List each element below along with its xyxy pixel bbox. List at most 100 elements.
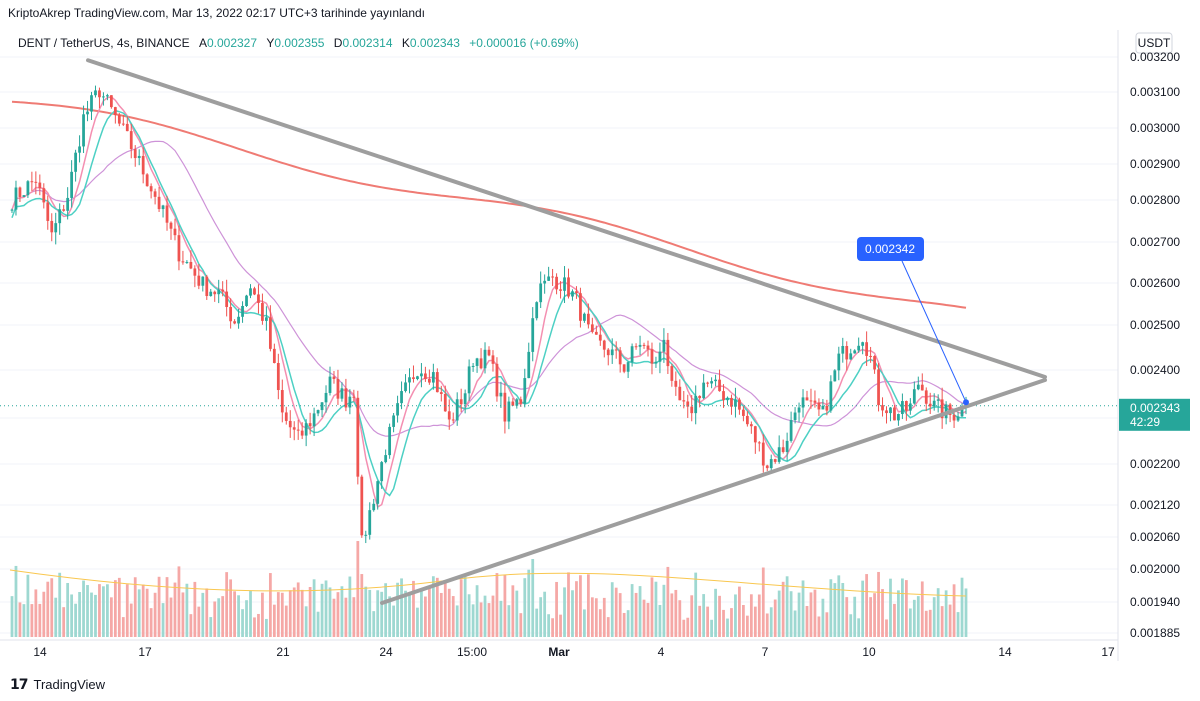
volume-bar — [106, 584, 109, 637]
annotation-pointer — [901, 260, 967, 403]
volume-bar — [594, 598, 598, 637]
volume-bar — [165, 577, 169, 637]
candle-body — [916, 384, 920, 390]
annotation-anchor — [963, 399, 969, 406]
volume-bar — [873, 593, 876, 637]
volume-bar — [324, 580, 328, 637]
symbol-name[interactable]: DENT / TetherUS, 4s, BINANCE — [18, 36, 190, 50]
candle-body — [825, 405, 829, 411]
volume-bar — [392, 605, 395, 637]
change-value: +0.000016 (+0.69%) — [469, 36, 579, 50]
time-tick-label: 10 — [862, 645, 876, 659]
volume-bar — [479, 602, 483, 637]
candle-body — [785, 440, 789, 452]
volume-bar — [308, 587, 312, 637]
publisher-header: KriptoAkrep TradingView.com, Mar 13, 202… — [8, 6, 426, 20]
candle-body — [781, 447, 785, 452]
candle-body — [173, 228, 177, 236]
volume-bar — [881, 589, 884, 637]
currency-badge[interactable] — [1135, 32, 1173, 54]
candle-body — [904, 401, 908, 411]
volume-moving-average — [9, 569, 967, 597]
candle-body — [193, 268, 197, 276]
volume-bar — [626, 610, 630, 637]
candle-body — [583, 313, 586, 321]
volume-bar — [690, 595, 694, 637]
volume-bar — [897, 590, 900, 637]
volume-bar — [288, 590, 292, 637]
candle-body — [201, 276, 205, 286]
volume-bar — [427, 586, 431, 637]
candle-body — [928, 403, 932, 407]
price-tick-label: 0.002000 — [1130, 562, 1180, 576]
volume-bar — [769, 607, 773, 637]
volume-bar — [241, 609, 244, 637]
volume-bar — [487, 603, 491, 637]
volume-bar — [734, 594, 737, 637]
volume-bar — [416, 607, 419, 637]
candle-body — [280, 390, 284, 413]
triangle-trendlines[interactable] — [86, 58, 1047, 605]
candle-body — [249, 288, 252, 296]
volume-bar — [646, 602, 650, 637]
candle-body — [451, 419, 455, 421]
close-value: 0.002343 — [409, 36, 460, 50]
volume-bar — [467, 594, 471, 637]
time-tick-label: 4 — [658, 645, 665, 659]
volume-bar — [853, 596, 857, 637]
volume-bar — [567, 572, 570, 637]
annotation-box[interactable] — [857, 237, 924, 261]
candle-body — [332, 376, 336, 379]
price-axis[interactable]: USDT 0.0032000.0031000.0030000.0029000.0… — [1117, 30, 1190, 661]
candle-body — [268, 317, 272, 349]
time-axis[interactable]: 14 17 21 24 15:00 Mar 4 7 10 14 17 — [0, 639, 1118, 659]
candle-body — [82, 114, 85, 147]
volume-bar — [817, 616, 821, 637]
candle-body — [519, 399, 523, 404]
volume-bar — [284, 605, 288, 637]
candle-body — [912, 389, 916, 404]
volume-bar — [753, 606, 757, 637]
candle-body — [833, 370, 837, 382]
candle-body — [511, 401, 515, 406]
candle-body — [257, 294, 260, 303]
candle-body — [141, 155, 145, 175]
candle-body — [113, 107, 117, 116]
volume-bar — [280, 592, 284, 637]
volume-bar — [598, 609, 602, 637]
candle-body — [805, 397, 809, 401]
candle-body — [618, 350, 622, 365]
candle-body — [813, 400, 817, 403]
volume-bar — [117, 577, 121, 637]
volume-bar — [82, 580, 85, 637]
candle-body — [738, 399, 741, 410]
volume-bar — [654, 581, 658, 637]
candle-body — [602, 340, 606, 350]
volume-bar — [495, 573, 499, 637]
price-annotation[interactable]: 0.002342 — [857, 237, 969, 406]
open-label: A — [198, 36, 207, 50]
volume-bar — [66, 582, 70, 637]
candle-body — [70, 171, 74, 198]
candle-body — [742, 409, 745, 416]
volume-bar — [245, 600, 248, 637]
volume-bar — [304, 606, 308, 637]
candle-body — [865, 342, 869, 356]
volume-bar — [344, 597, 348, 637]
candle-body — [265, 317, 268, 321]
candle-body — [551, 276, 554, 278]
volume-bar — [455, 605, 459, 637]
time-tick-label: 17 — [1101, 645, 1115, 659]
candle-body — [106, 95, 109, 97]
volume-bar — [964, 588, 968, 637]
volume-bar — [912, 599, 916, 637]
candle-body — [559, 289, 562, 291]
volume-bar — [845, 597, 849, 637]
candle-body — [734, 399, 737, 407]
volume-bar — [833, 583, 837, 637]
volume-bar — [908, 608, 912, 637]
price-tick-label: 0.002400 — [1130, 363, 1180, 377]
candle-body — [356, 397, 360, 477]
volume-bar — [193, 581, 197, 637]
